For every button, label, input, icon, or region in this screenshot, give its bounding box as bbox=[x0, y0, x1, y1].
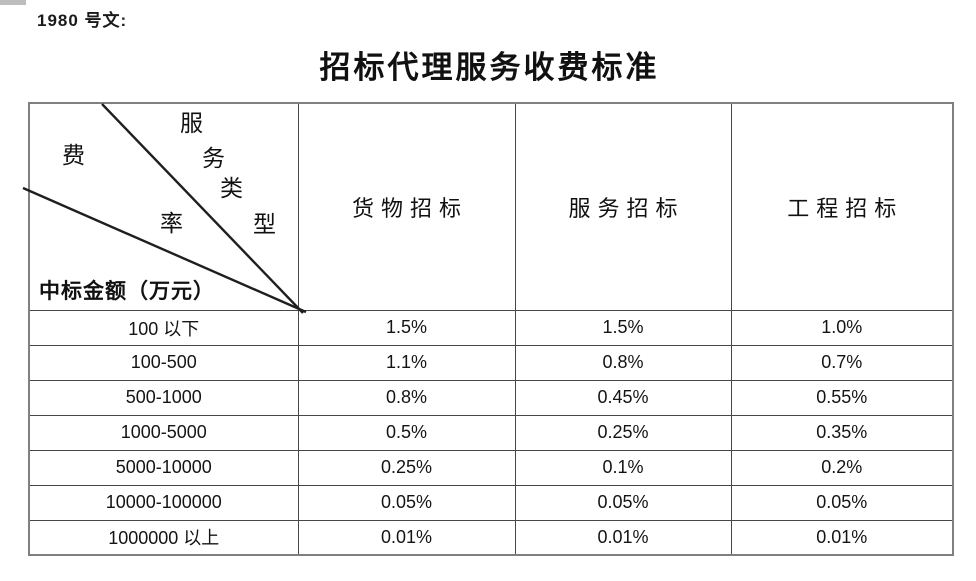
scan-edge-artifact bbox=[0, 0, 26, 5]
table-row: 1000000 以上 0.01% 0.01% 0.01% bbox=[28, 519, 954, 556]
doc-ref: 1980 号文: bbox=[37, 11, 128, 30]
page-title: 招标代理服务收费标准 bbox=[319, 50, 660, 85]
rate-cell: 0.05% bbox=[514, 484, 732, 521]
rate-cell: 0.55% bbox=[730, 379, 954, 416]
rate-cell: 0.7% bbox=[730, 344, 954, 381]
amount-range-cell: 1000-5000 bbox=[28, 414, 299, 451]
fee-table: 服务类型费率 中标金额（万元） 货物招标 服务招标 工程招标 100 以下 1.5… bbox=[22, 102, 954, 556]
rate-cell: 1.5% bbox=[514, 309, 732, 346]
rate-cell: 0.25% bbox=[514, 414, 732, 451]
service-type-label-char: 服 bbox=[180, 111, 203, 136]
table-row: 500-1000 0.8% 0.45% 0.55% bbox=[28, 379, 954, 416]
rate-cell: 0.5% bbox=[297, 414, 516, 451]
rate-cell: 0.1% bbox=[514, 449, 732, 486]
amount-range-cell: 100-500 bbox=[28, 344, 299, 381]
amount-range-cell: 100 以下 bbox=[28, 309, 299, 346]
rate-cell: 0.2% bbox=[730, 449, 954, 486]
fee-rate-label-char: 费 bbox=[62, 143, 85, 168]
table-row: 1000-5000 0.5% 0.25% 0.35% bbox=[28, 414, 954, 451]
rate-cell: 0.05% bbox=[730, 484, 954, 521]
rate-cell: 1.1% bbox=[297, 344, 516, 381]
rate-cell: 1.5% bbox=[297, 309, 516, 346]
column-header-goods: 货物招标 bbox=[297, 102, 516, 311]
amount-range-cell: 500-1000 bbox=[28, 379, 299, 416]
column-header-works: 工程招标 bbox=[730, 102, 954, 311]
header-row: 服务类型 费率 中标金额（万元） 货物招标 服务招标 工程招标 bbox=[22, 102, 954, 314]
amount-range-cell: 10000-100000 bbox=[28, 484, 299, 521]
rate-cell: 0.25% bbox=[297, 449, 516, 486]
table-row: 10000-100000 0.05% 0.05% 0.05% bbox=[28, 484, 954, 521]
table-row: 5000-10000 0.25% 0.1% 0.2% bbox=[28, 449, 954, 486]
rate-cell: 0.8% bbox=[514, 344, 732, 381]
rate-cell: 0.01% bbox=[514, 519, 732, 556]
rate-cell: 0.01% bbox=[297, 519, 516, 556]
column-header-services: 服务招标 bbox=[514, 102, 732, 311]
rate-cell: 0.35% bbox=[730, 414, 954, 451]
service-type-label-char: 型 bbox=[253, 212, 276, 237]
table-row: 100-500 1.1% 0.8% 0.7% bbox=[28, 344, 954, 381]
service-type-label-char: 类 bbox=[220, 176, 243, 201]
service-type-label-char: 务 bbox=[202, 146, 225, 171]
rate-cell: 0.8% bbox=[297, 379, 516, 416]
fee-rate-label-char: 率 bbox=[160, 211, 183, 236]
table-body: 100 以下 1.5% 1.5% 1.0% 100-500 1.1% 0.8% 0.7% 500… bbox=[28, 309, 954, 556]
rate-cell: 0.45% bbox=[514, 379, 732, 416]
amount-label: 中标金额（万元） bbox=[39, 278, 215, 303]
rate-cell: 0.05% bbox=[297, 484, 516, 521]
table-row: 100 以下 1.5% 1.5% 1.0% bbox=[28, 309, 954, 346]
amount-range-cell: 1000000 以上 bbox=[28, 519, 299, 556]
rate-cell: 1.0% bbox=[730, 309, 954, 346]
corner-cell: 服务类型 费率 中标金额（万元） bbox=[22, 102, 307, 314]
rate-cell: 0.01% bbox=[730, 519, 954, 556]
amount-range-cell: 5000-10000 bbox=[28, 449, 299, 486]
